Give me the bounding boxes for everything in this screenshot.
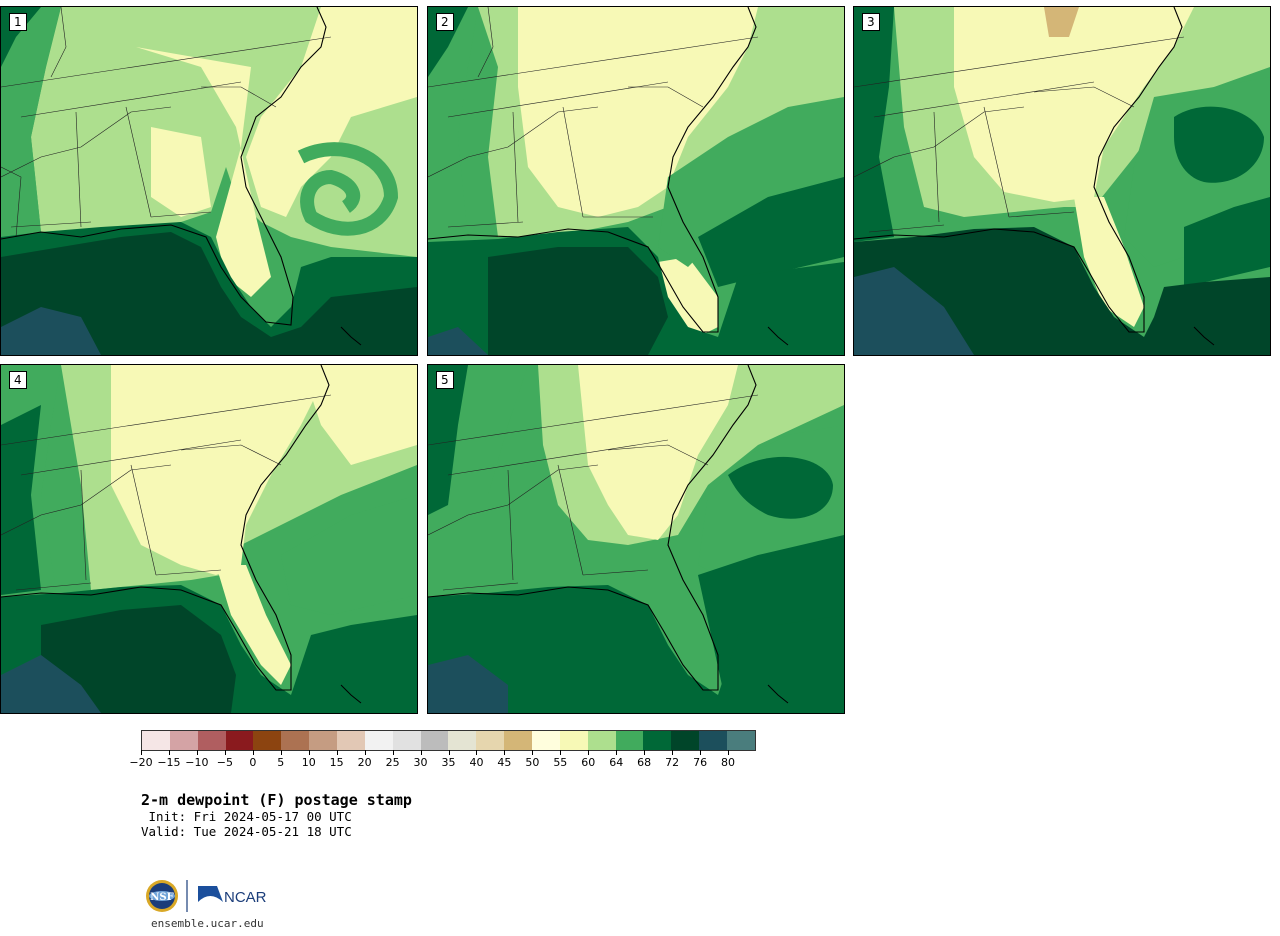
member-label: 3 — [862, 13, 880, 31]
colorbar-segment — [225, 731, 254, 750]
colorbar-segment — [587, 731, 616, 750]
colorbar-segment — [671, 731, 700, 750]
colorbar-tick — [728, 750, 730, 755]
website-url: ensemble.ucar.edu — [151, 917, 264, 930]
colorbar-tick-label: 25 — [385, 756, 400, 769]
colorbar-tick-label: 68 — [637, 756, 652, 769]
map-panel-member-4: 4 — [0, 364, 418, 714]
colorbar-tick-label: 35 — [441, 756, 456, 769]
colorbar-tick-label: 60 — [581, 756, 596, 769]
colorbar-tick — [588, 750, 590, 755]
colorbar-segment — [197, 731, 226, 750]
colorbar-segment — [476, 731, 505, 750]
colorbar-tick-label: −5 — [216, 756, 233, 769]
map-panel-member-2: 2 — [427, 6, 845, 356]
valid-time: Valid: Tue 2024-05-21 18 UTC — [141, 824, 352, 839]
colorbar-tick — [308, 750, 310, 755]
colorbar-tick — [392, 750, 394, 755]
colorbar-tick-label: −15 — [157, 756, 181, 769]
colorbar-tick-label: 50 — [525, 756, 540, 769]
dewpoint-map-1 — [1, 7, 417, 355]
colorbar-tick-label: 76 — [693, 756, 708, 769]
colorbar-segment — [142, 731, 170, 750]
colorbar-tick-label: 0 — [249, 756, 257, 769]
colorbar-tick — [168, 750, 170, 755]
colorbar-tick-label: 45 — [497, 756, 512, 769]
colorbar-tick — [420, 750, 422, 755]
colorbar-tick-label: 10 — [301, 756, 316, 769]
colorbar-segment — [309, 731, 338, 750]
map-panel-member-3: 3 — [853, 6, 1271, 356]
colorbar-tick-label: 15 — [329, 756, 344, 769]
colorbar-tick — [280, 750, 282, 755]
colorbar-tick — [196, 750, 198, 755]
nsf-logo-icon: NSF — [146, 880, 178, 912]
colorbar-tick — [532, 750, 534, 755]
title-block: 2-m dewpoint (F) postage stamp Init: Fri… — [141, 791, 412, 839]
colorbar-segment — [727, 731, 755, 750]
colorbar-tick — [672, 750, 674, 755]
colorbar-tick-label: 55 — [553, 756, 568, 769]
figure-title: 2-m dewpoint (F) postage stamp — [141, 791, 412, 809]
nsf-ncar-logo: NSF NCAR — [146, 880, 267, 912]
colorbar-segment — [364, 731, 393, 750]
colorbar-tick-label: 64 — [609, 756, 624, 769]
colorbar-segment — [559, 731, 588, 750]
colorbar-tick-label: 20 — [357, 756, 372, 769]
init-time: Init: Fri 2024-05-17 00 UTC — [141, 809, 352, 824]
dewpoint-map-5 — [428, 365, 844, 713]
colorbar-tick — [448, 750, 450, 755]
colorbar-segment — [504, 731, 533, 750]
member-label: 1 — [9, 13, 27, 31]
colorbar-tick-label: 5 — [277, 756, 285, 769]
colorbar-tick-label: 72 — [665, 756, 680, 769]
colorbar-ticks: −20 −15 −10 −5 0 5 10 15 20 25 30 35 40 45 50 55 60 64 68 7… — [129, 750, 756, 774]
colorbar-tick — [224, 750, 226, 755]
colorbar-segment — [169, 731, 198, 750]
colorbar — [141, 730, 756, 751]
colorbar-tick-label: 80 — [721, 756, 736, 769]
colorbar-tick — [364, 750, 366, 755]
colorbar-segment — [420, 731, 449, 750]
map-panel-member-1: 1 — [0, 6, 418, 356]
colorbar-segment — [253, 731, 282, 750]
colorbar-tick — [560, 750, 562, 755]
colorbar-tick — [336, 750, 338, 755]
member-label: 5 — [436, 371, 454, 389]
colorbar-tick — [504, 750, 506, 755]
colorbar-tick — [700, 750, 702, 755]
colorbar-segment — [643, 731, 672, 750]
member-label: 4 — [9, 371, 27, 389]
colorbar-segment — [615, 731, 644, 750]
colorbar-tick-label: −10 — [185, 756, 209, 769]
dewpoint-map-2 — [428, 7, 844, 355]
colorbar-tick — [141, 750, 142, 755]
dewpoint-map-4 — [1, 365, 417, 713]
colorbar-tick — [644, 750, 646, 755]
map-panel-member-5: 5 — [427, 364, 845, 714]
colorbar-segment — [448, 731, 477, 750]
dewpoint-map-3 — [854, 7, 1270, 355]
colorbar-tick — [476, 750, 478, 755]
nsf-logo-text: NSF — [150, 892, 173, 903]
colorbar-tick-label: 30 — [413, 756, 428, 769]
colorbar-tick-label: −20 — [129, 756, 153, 769]
colorbar-segment — [392, 731, 421, 750]
logo-block: NSF NCAR — [145, 878, 275, 932]
ncar-logo-text: NCAR — [224, 889, 267, 906]
ncar-logo-icon: NCAR — [198, 886, 267, 906]
colorbar-tick-label: 40 — [469, 756, 484, 769]
colorbar-tick — [252, 750, 254, 755]
colorbar-segment — [281, 731, 310, 750]
colorbar-segment — [337, 731, 365, 750]
colorbar-segment — [699, 731, 728, 750]
member-label: 2 — [436, 13, 454, 31]
colorbar-segment — [532, 731, 560, 750]
colorbar-tick — [616, 750, 618, 755]
